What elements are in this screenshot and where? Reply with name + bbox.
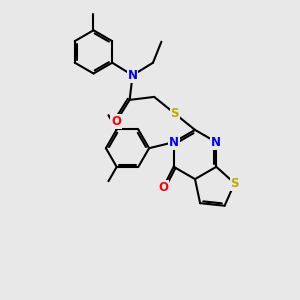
Text: N: N bbox=[128, 69, 138, 82]
Text: S: S bbox=[230, 177, 239, 190]
Text: O: O bbox=[158, 181, 168, 194]
Text: S: S bbox=[170, 107, 179, 120]
Text: N: N bbox=[169, 136, 179, 149]
Text: O: O bbox=[111, 115, 121, 128]
Text: N: N bbox=[211, 136, 221, 149]
